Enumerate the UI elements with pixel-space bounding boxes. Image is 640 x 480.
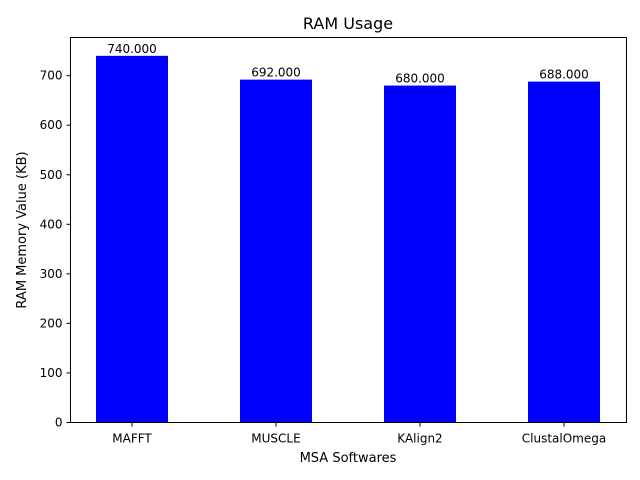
data-labels: 740.000 692.000 680.000 688.000 xyxy=(107,42,589,86)
chart-title: RAM Usage xyxy=(303,14,393,33)
bar-muscle xyxy=(240,79,312,423)
data-label: 740.000 xyxy=(107,42,157,56)
data-label: 692.000 xyxy=(251,66,301,80)
x-axis-label: MSA Softwares xyxy=(300,451,397,466)
x-tick-label: MUSCLE xyxy=(251,432,300,446)
bar-kalign2 xyxy=(384,85,456,423)
data-label: 680.000 xyxy=(395,72,445,86)
y-tick-label: 0 xyxy=(55,416,63,430)
y-tick-label: 200 xyxy=(40,316,63,330)
y-axis-label: RAM Memory Value (KB) xyxy=(15,151,30,308)
bar-clustalomega xyxy=(528,81,600,423)
y-tick-label: 700 xyxy=(40,69,63,83)
y-tick-labels: 0 100 200 300 400 500 600 700 xyxy=(40,69,71,430)
bar-mafft xyxy=(96,55,168,423)
x-tick-label: KAlign2 xyxy=(397,432,442,446)
y-tick-label: 600 xyxy=(40,118,63,132)
y-tick-label: 100 xyxy=(40,366,63,380)
x-tick-label: ClustalOmega xyxy=(522,432,606,446)
x-tick-labels: MAFFT MUSCLE KAlign2 ClustalOmega xyxy=(112,422,606,446)
y-tick-label: 300 xyxy=(40,267,63,281)
plot-frame xyxy=(70,37,627,423)
y-tick-label: 500 xyxy=(40,168,63,182)
x-tick-label: MAFFT xyxy=(112,432,152,446)
data-label: 688.000 xyxy=(539,68,589,82)
y-tick-label: 400 xyxy=(40,217,63,231)
bars-group xyxy=(96,55,600,423)
